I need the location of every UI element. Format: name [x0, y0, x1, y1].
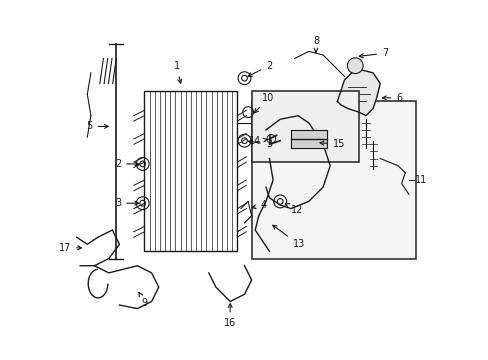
Bar: [144, 91, 237, 251]
Text: 17: 17: [59, 243, 81, 253]
Bar: [290, 130, 326, 148]
Text: 11: 11: [414, 175, 427, 185]
Text: 3: 3: [248, 139, 271, 149]
Text: 6: 6: [382, 93, 402, 103]
Bar: [251, 102, 415, 258]
Text: 10: 10: [254, 93, 274, 113]
Text: 9: 9: [139, 292, 147, 308]
Text: 14: 14: [249, 136, 267, 147]
Text: 7: 7: [359, 48, 387, 58]
Text: 4: 4: [251, 200, 266, 210]
Text: 13: 13: [272, 225, 305, 249]
Polygon shape: [337, 69, 380, 116]
Text: 8: 8: [312, 36, 318, 52]
Bar: [251, 91, 358, 162]
Text: 2: 2: [115, 159, 139, 169]
Text: 3: 3: [115, 198, 139, 208]
Text: 1: 1: [173, 61, 182, 83]
Text: 12: 12: [285, 203, 303, 215]
Text: 5: 5: [86, 121, 108, 131]
Text: 15: 15: [319, 139, 345, 149]
Circle shape: [346, 58, 363, 73]
Text: 16: 16: [224, 304, 236, 328]
Text: 2: 2: [247, 61, 272, 76]
